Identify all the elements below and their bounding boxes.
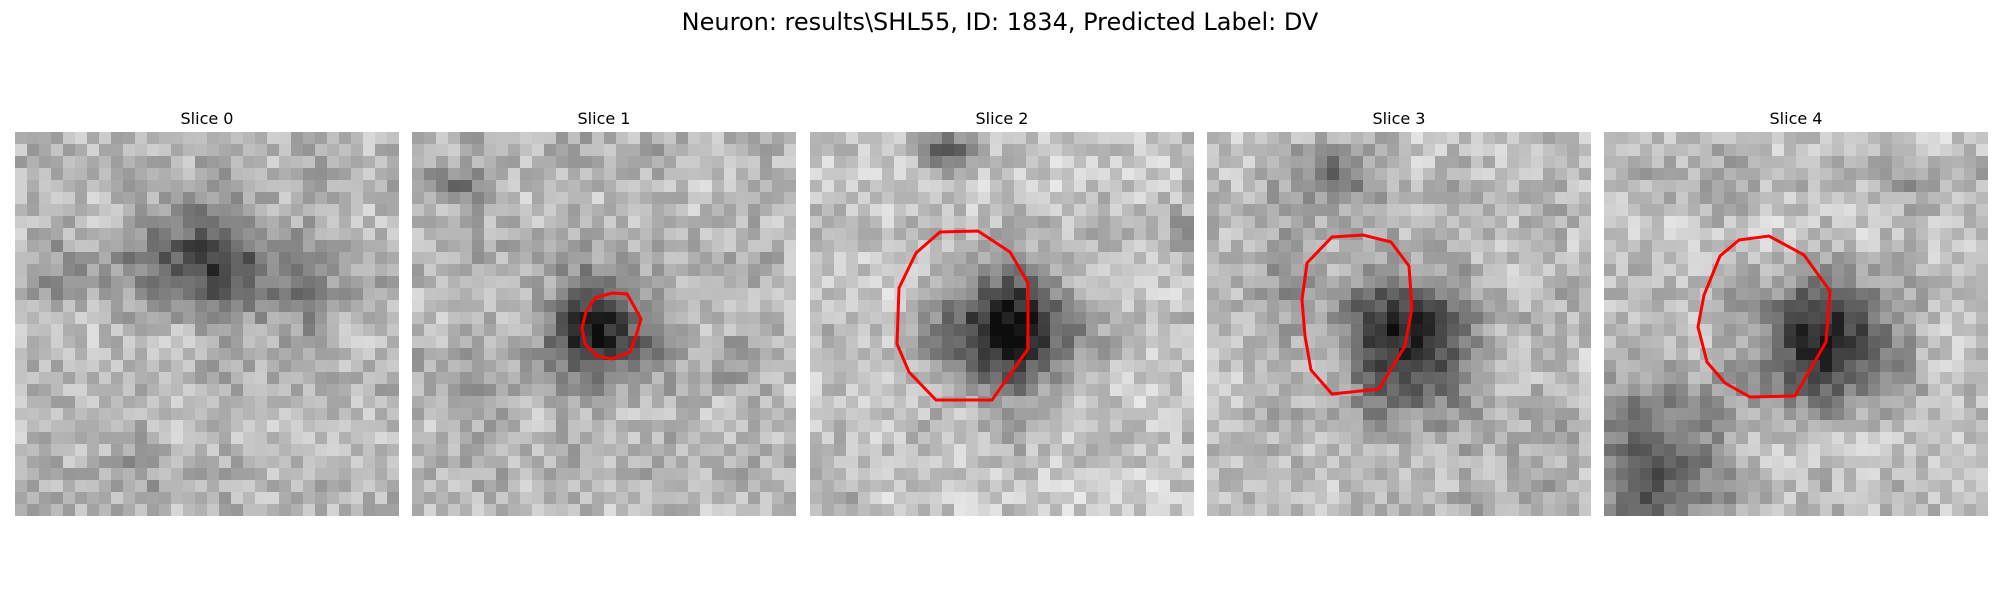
- slice-image-3: [1207, 132, 1591, 516]
- slice-image-2: [810, 132, 1194, 516]
- slice-contour-4: [1696, 234, 1832, 399]
- slice-title-3: Slice 3: [1372, 109, 1426, 128]
- slice-panel-1: Slice 1: [412, 104, 796, 516]
- slice-panel-0: Slice 0: [15, 104, 399, 516]
- slice-panel-3: Slice 3: [1207, 104, 1591, 516]
- slice-panel-4: Slice 4: [1604, 104, 1988, 516]
- slice-panel-2: Slice 2: [810, 104, 1194, 516]
- figure-title: Neuron: results\SHL55, ID: 1834, Predict…: [681, 8, 1319, 36]
- slice-contour-2: [895, 229, 1030, 402]
- slice-title-2: Slice 2: [975, 109, 1029, 128]
- slice-title-0: Slice 0: [180, 109, 234, 128]
- slice-contour-3: [1300, 233, 1414, 396]
- slice-title-1: Slice 1: [577, 109, 631, 128]
- slice-image-4: [1604, 132, 1988, 516]
- slice-contour-1: [580, 291, 643, 361]
- slice-image-1: [412, 132, 796, 516]
- slice-title-4: Slice 4: [1769, 109, 1823, 128]
- slice-image-0: [15, 132, 399, 516]
